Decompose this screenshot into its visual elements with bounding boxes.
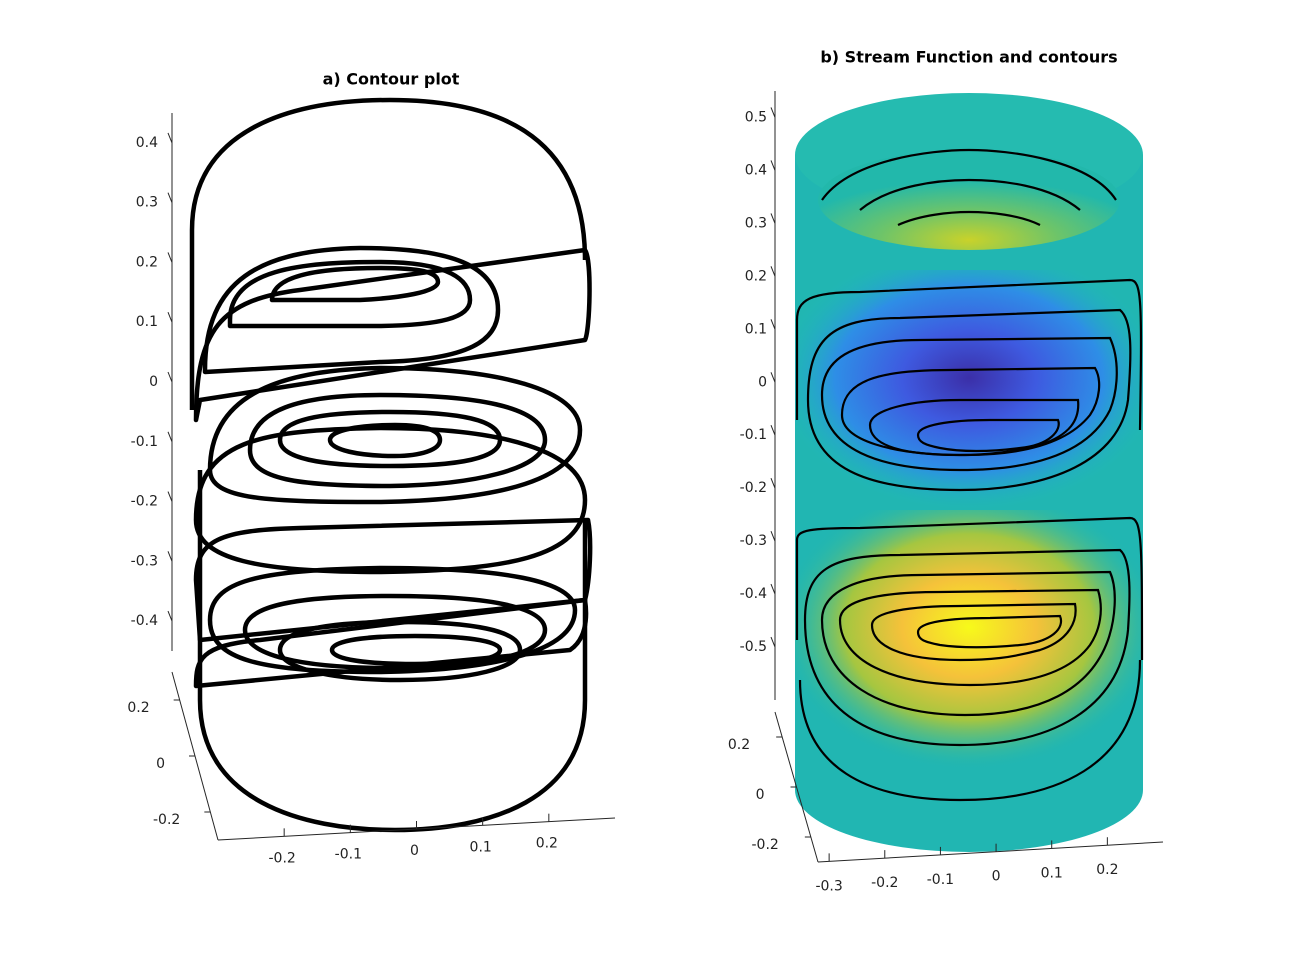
z-tick-label: -0.1 bbox=[740, 427, 767, 443]
z-tick-label: 0.4 bbox=[136, 135, 158, 151]
z-tick-label: -0.2 bbox=[131, 494, 158, 510]
x-tick-label: -0.3 bbox=[815, 878, 842, 894]
chart-title: a) Contour plot bbox=[323, 70, 460, 89]
z-tick bbox=[167, 192, 173, 203]
x-tick-label: -0.2 bbox=[871, 875, 898, 891]
z-tick-label: 0.2 bbox=[136, 254, 158, 270]
z-tick bbox=[770, 636, 776, 648]
z-tick bbox=[770, 425, 776, 436]
z-tick-label: 0.5 bbox=[745, 109, 767, 125]
x-tick-label: 0.1 bbox=[470, 839, 492, 855]
z-tick bbox=[770, 477, 776, 489]
z-tick-label: -0.3 bbox=[740, 533, 767, 549]
z-tick-label: -0.5 bbox=[740, 639, 767, 655]
x-tick-label: 0.1 bbox=[1041, 865, 1063, 881]
z-tick bbox=[770, 372, 776, 383]
y-tick-label: 0 bbox=[756, 787, 765, 803]
z-tick-label: 0.4 bbox=[745, 162, 767, 178]
x-tick-label: 0 bbox=[410, 843, 419, 859]
z-tick-label: 0.1 bbox=[745, 321, 767, 337]
z-tick bbox=[770, 319, 776, 330]
z-tick bbox=[770, 583, 776, 595]
z-tick bbox=[167, 491, 173, 502]
z-tick bbox=[770, 107, 776, 118]
z-tick bbox=[167, 312, 173, 323]
z-tick-label: -0.4 bbox=[131, 613, 158, 629]
x-tick-label: 0.2 bbox=[1096, 862, 1118, 878]
z-tick-label: 0 bbox=[758, 374, 767, 390]
x-tick-label: 0 bbox=[992, 869, 1001, 885]
z-tick bbox=[770, 266, 776, 277]
x-tick-label: -0.1 bbox=[335, 847, 362, 863]
x-tick-label: -0.2 bbox=[269, 850, 296, 866]
y-tick-label: -0.2 bbox=[752, 837, 779, 853]
z-tick bbox=[770, 530, 776, 542]
z-tick bbox=[167, 431, 173, 442]
contour-lines bbox=[189, 97, 593, 833]
z-tick-label: -0.2 bbox=[740, 480, 767, 496]
y-tick-label: 0.2 bbox=[127, 700, 149, 716]
x-axis bbox=[817, 841, 1164, 863]
z-tick bbox=[167, 610, 173, 622]
z-tick bbox=[167, 371, 173, 383]
x-tick-label: -0.1 bbox=[927, 872, 954, 888]
z-tick-label: 0 bbox=[149, 374, 158, 390]
z-tick bbox=[167, 252, 173, 263]
z-tick-label: -0.3 bbox=[131, 553, 158, 569]
z-tick bbox=[167, 551, 173, 562]
z-tick bbox=[770, 160, 776, 171]
surface bbox=[795, 93, 1144, 852]
z-tick-label: 0.3 bbox=[745, 215, 767, 231]
x-tick-label: 0.2 bbox=[536, 836, 558, 852]
z-tick bbox=[167, 132, 173, 144]
y-tick-label: 0.2 bbox=[728, 737, 750, 753]
z-tick-label: 0.3 bbox=[136, 195, 158, 211]
z-tick bbox=[770, 213, 776, 224]
y-tick-label: 0 bbox=[156, 756, 165, 772]
z-tick-label: -0.1 bbox=[131, 434, 158, 450]
y-tick-label: -0.2 bbox=[153, 812, 180, 828]
chart-title: b) Stream Function and contours bbox=[820, 48, 1117, 67]
z-tick-label: 0.1 bbox=[136, 314, 158, 330]
z-tick-label: 0.2 bbox=[745, 268, 767, 284]
z-tick-label: -0.4 bbox=[740, 586, 767, 602]
